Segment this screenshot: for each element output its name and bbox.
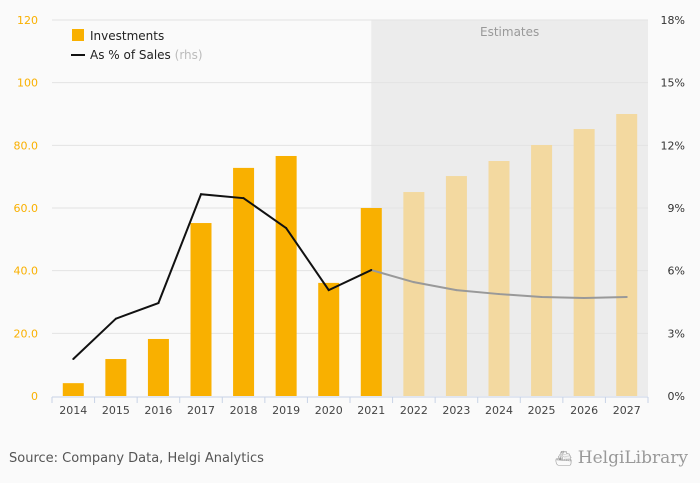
x-tick-label: 2014 (59, 404, 87, 417)
bar-2027 (616, 114, 638, 396)
y-tick-label: 40.0 (14, 265, 39, 278)
y-tick-label: 20.0 (14, 327, 39, 340)
bar-2021 (360, 208, 382, 396)
bar-2015 (105, 359, 127, 396)
x-tick-label: 2022 (400, 404, 428, 417)
x-tick-label: 2018 (230, 404, 258, 417)
legend-sales-label: As % of Sales (rhs) (90, 48, 203, 62)
y-tick-label: 100 (17, 77, 38, 90)
x-tick-label: 2015 (102, 404, 130, 417)
bar-2019 (275, 155, 297, 396)
y2-tick-label: 6% (668, 265, 685, 278)
x-tick-label: 2017 (187, 404, 215, 417)
bar-2018 (233, 167, 255, 396)
x-tick-label: 2027 (613, 404, 641, 417)
legend-investments-label: Investments (90, 29, 164, 43)
line-point-2014 (72, 358, 75, 361)
line-actual (72, 193, 372, 360)
line-point-2026 (583, 297, 586, 300)
line-point-2017 (200, 193, 202, 196)
y2-tick-label: 15% (661, 77, 685, 90)
x-tick-label: 2019 (272, 404, 300, 417)
line-point-2024 (498, 293, 500, 296)
line-point-2027 (625, 295, 628, 298)
line-point-2020 (327, 289, 330, 292)
chart: Estimates 0 20.0 40.0 60.0 80.0 100 120 0% 3% 6% 9%… (14, 14, 686, 417)
y2-tick-label: 9% (668, 202, 685, 215)
x-tick-label: 2021 (357, 404, 385, 417)
x-tick-label: 2025 (528, 404, 556, 417)
y-tick-label: 60.0 (14, 202, 39, 215)
bar-2014 (62, 383, 84, 396)
legend-investments-swatch (72, 29, 84, 41)
logo-text: HelgiLibrary (577, 448, 688, 468)
x-tick-label: 2024 (485, 404, 513, 417)
estimates-label: Estimates (480, 25, 539, 39)
bar-2024 (488, 161, 510, 396)
line-point-2023 (455, 289, 458, 292)
helgi-library-logo[interactable]: ⛴ HelgiLibrary (554, 448, 688, 468)
line-point-2015 (114, 317, 117, 320)
bar-2016 (147, 338, 169, 396)
line-point-2025 (540, 295, 543, 298)
x-tick-label: 2016 (144, 404, 172, 417)
line-point-2022 (412, 281, 415, 284)
source-note: Source: Company Data, Helgi Analytics (9, 451, 264, 466)
bar-2026 (573, 129, 595, 397)
x-tick-label: 2023 (442, 404, 470, 417)
y2-tick-label: 0% (668, 390, 685, 403)
y2-tick-label: 12% (661, 139, 685, 152)
y2-tick-label: 3% (668, 327, 685, 340)
y-tick-label: 80.0 (14, 139, 39, 152)
y2-tick-label: 18% (661, 14, 685, 27)
line-point-2016 (157, 302, 160, 305)
bar-2025 (531, 145, 553, 396)
bar-2022 (403, 192, 425, 396)
y-tick-label: 0 (31, 390, 38, 403)
legend-rhs-suffix: (rhs) (175, 48, 203, 62)
line-point-2018 (242, 197, 245, 200)
line-point-2021 (370, 269, 373, 272)
bar-2017 (190, 223, 212, 396)
x-tick-label: 2020 (315, 404, 343, 417)
bar-2023 (445, 176, 467, 396)
x-tick-label: 2026 (570, 404, 598, 417)
line-point-2019 (285, 227, 288, 230)
bar-2020 (318, 282, 340, 396)
y-tick-label: 120 (17, 14, 38, 27)
